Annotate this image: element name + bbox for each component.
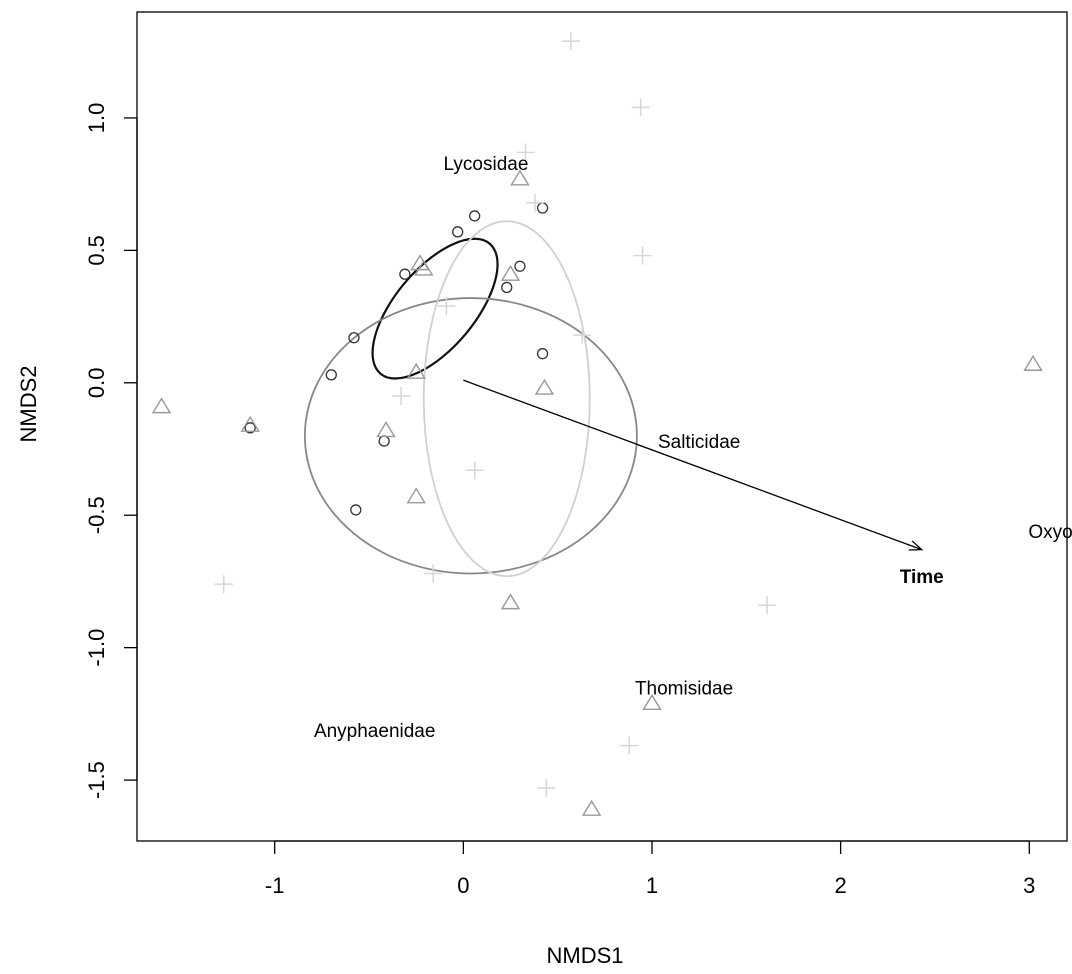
- ordination-ellipse-2: [303, 297, 638, 575]
- family-label: Salticidae: [658, 432, 740, 453]
- triangle-point: [510, 169, 530, 186]
- y-tick-label: -0.5: [84, 496, 109, 534]
- ellipse-layer: [303, 220, 638, 578]
- time-arrow-label: Time: [900, 567, 944, 588]
- family-label: Anyphaenidae: [314, 721, 436, 742]
- plus-point: [537, 779, 556, 798]
- circle-point: [501, 281, 513, 294]
- y-tick-label: -1.0: [84, 629, 109, 667]
- circle-point: [325, 369, 337, 381]
- plus-point: [526, 193, 545, 212]
- plus-point: [465, 461, 484, 480]
- x-axis: -1 0 1 2 3: [265, 840, 1035, 898]
- plus-point: [633, 246, 652, 265]
- circle-point: [469, 210, 481, 222]
- point-layer: [151, 32, 1043, 816]
- triangle-point: [240, 415, 260, 432]
- circle-point: [399, 268, 411, 280]
- plus-point: [573, 326, 592, 345]
- plus-point: [631, 98, 650, 117]
- circle-point: [244, 422, 256, 434]
- x-tick-label: 3: [1023, 873, 1035, 898]
- time-arrow-head: [908, 540, 924, 551]
- circle-point: [536, 348, 549, 360]
- family-label: Lycosidae: [444, 154, 529, 175]
- time-arrow-shaft: [463, 379, 922, 551]
- family-label: Oxyopid: [1028, 522, 1072, 543]
- plus-point: [214, 575, 233, 594]
- y-axis: -1.5 -1.0 -0.5 0.0 0.5 1.0: [84, 103, 138, 799]
- triangle-point: [581, 799, 602, 816]
- triangle-point: [151, 397, 172, 414]
- triangle-point: [376, 421, 396, 438]
- ordination-ellipse-3: [422, 220, 591, 578]
- x-axis-label: NMDS1: [546, 943, 623, 968]
- plus-point: [516, 143, 535, 162]
- y-axis-label: NMDS2: [16, 365, 41, 442]
- triangle-point: [534, 378, 555, 395]
- triangle-point: [406, 362, 426, 379]
- plus-point: [758, 596, 777, 615]
- circle-point: [348, 332, 360, 344]
- x-tick-label: -1: [265, 873, 285, 898]
- triangle-point: [406, 487, 426, 504]
- ordination-ellipse-1: [371, 237, 499, 380]
- y-tick-label: 0.0: [84, 368, 109, 399]
- y-tick-label: 0.5: [84, 235, 109, 266]
- y-tick-label: -1.5: [84, 761, 109, 799]
- plus-point: [392, 387, 411, 406]
- triangle-point: [642, 693, 662, 710]
- triangle-point: [1023, 354, 1043, 371]
- circle-point: [378, 435, 390, 447]
- plus-point: [561, 32, 580, 51]
- plus-point: [620, 736, 639, 755]
- x-tick-label: 0: [457, 873, 469, 898]
- x-tick-label: 2: [835, 873, 847, 898]
- plot-frame: [136, 11, 1068, 842]
- triangle-point: [413, 259, 434, 276]
- plus-point: [437, 296, 456, 315]
- family-label: Thomisidae: [635, 678, 733, 699]
- plus-point: [424, 564, 443, 583]
- triangle-point: [500, 593, 521, 610]
- circle-point: [536, 202, 549, 214]
- y-tick-label: 1.0: [84, 103, 109, 134]
- annotation-layer: Lycosidae Salticidae Oxyopid Thomisidae Anyp…: [314, 154, 1072, 742]
- circle-point: [514, 260, 526, 272]
- x-tick-label: 1: [646, 873, 658, 898]
- triangle-point: [500, 264, 521, 281]
- circle-point: [350, 504, 362, 516]
- arrow-layer: Time: [463, 379, 944, 588]
- circle-point: [452, 226, 464, 238]
